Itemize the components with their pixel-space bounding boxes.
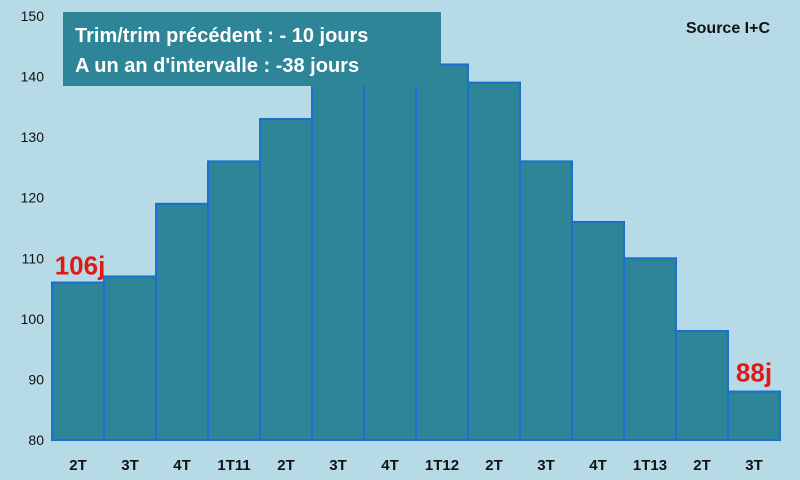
x-tick-label: 2T bbox=[693, 457, 711, 474]
x-tick-label: 3T bbox=[329, 457, 347, 474]
x-tick-label: 2T bbox=[277, 457, 295, 474]
y-tick-label: 120 bbox=[21, 190, 45, 206]
x-tick-label: 3T bbox=[537, 457, 555, 474]
bar bbox=[51, 281, 105, 441]
bar bbox=[623, 257, 677, 441]
bar bbox=[727, 390, 781, 441]
bar bbox=[467, 81, 521, 441]
callout-first: 106j bbox=[55, 251, 106, 281]
y-tick-label: 140 bbox=[21, 69, 45, 85]
bar bbox=[519, 160, 573, 441]
y-tick-label: 150 bbox=[21, 8, 45, 24]
y-tick-label: 130 bbox=[21, 129, 45, 145]
bar bbox=[259, 117, 313, 441]
bar bbox=[311, 75, 365, 441]
bar bbox=[675, 329, 729, 442]
x-tick-label: 1T12 bbox=[425, 457, 459, 474]
x-tick-label: 4T bbox=[589, 457, 607, 474]
y-tick-label: 100 bbox=[21, 311, 45, 327]
y-tick-label: 110 bbox=[22, 250, 45, 266]
x-tick-label: 4T bbox=[173, 457, 191, 474]
x-tick-label: 1T13 bbox=[633, 457, 667, 474]
x-tick-label: 2T bbox=[485, 457, 503, 474]
source-label: Source I+C bbox=[685, 20, 770, 37]
x-tick-label: 3T bbox=[121, 457, 139, 474]
callout-last: 88j bbox=[736, 358, 772, 388]
y-tick-label: 90 bbox=[28, 371, 44, 387]
x-tick-label: 4T bbox=[381, 457, 399, 474]
info-line-2: A un an d'intervalle : -38 jours bbox=[75, 55, 360, 77]
y-tick-label: 80 bbox=[28, 432, 44, 448]
bar bbox=[363, 69, 417, 441]
bar bbox=[415, 63, 469, 441]
bar bbox=[571, 220, 625, 441]
bar bbox=[207, 160, 261, 441]
bar bbox=[103, 275, 157, 442]
info-box: Trim/trim précédent : - 10 jours A un an… bbox=[63, 12, 441, 86]
x-tick-label: 3T bbox=[745, 457, 763, 474]
bar bbox=[155, 202, 209, 441]
x-tick-label: 2T bbox=[69, 457, 87, 474]
info-line-1: Trim/trim précédent : - 10 jours bbox=[75, 25, 369, 47]
x-tick-label: 1T11 bbox=[217, 457, 250, 474]
